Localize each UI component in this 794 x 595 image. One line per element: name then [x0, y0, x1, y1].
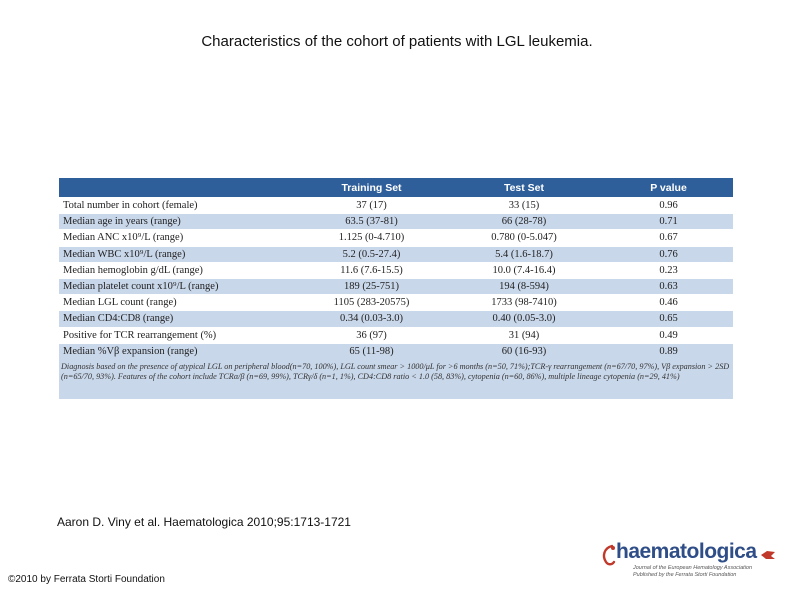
- p-value: 0.71: [604, 213, 733, 230]
- row-label: Median age in years (range): [59, 213, 299, 230]
- table-row: Median LGL count (range) 1105 (283-20575…: [59, 294, 733, 311]
- p-value: 0.76: [604, 245, 733, 263]
- test-value: 33 (15): [444, 196, 604, 214]
- logo-tagline: Journal of the European Hematology Assoc…: [633, 565, 753, 571]
- training-value: 63.5 (37-81): [299, 213, 444, 230]
- training-value: 1.125 (0-4.710): [299, 229, 444, 247]
- slide-title: Characteristics of the cohort of patient…: [201, 33, 593, 50]
- logo-mark-icon: [602, 544, 616, 566]
- training-value: 11.6 (7.6-15.5): [299, 261, 444, 279]
- training-value: 1105 (283-20575): [299, 294, 444, 311]
- training-value: 5.2 (0.5-27.4): [299, 245, 444, 263]
- test-value: 66 (28-78): [444, 213, 604, 230]
- table-footnote: Diagnosis based on the presence of atypi…: [59, 358, 733, 399]
- test-value: 31 (94): [444, 326, 604, 344]
- table-row: Median WBC x10⁹/L (range) 5.2 (0.5-27.4)…: [59, 245, 733, 263]
- table-row: Median age in years (range) 63.5 (37-81)…: [59, 213, 733, 230]
- header-p-value: P value: [604, 178, 733, 198]
- cohort-table-figure: Training Set Test Set P value Total numb…: [59, 178, 733, 399]
- p-value: 0.23: [604, 261, 733, 279]
- p-value: 0.63: [604, 277, 733, 295]
- copyright-notice: ©2010 by Ferrata Storti Foundation: [8, 574, 165, 585]
- logo-tagline-publisher: Published by the Ferrata Storti Foundati…: [633, 572, 737, 578]
- training-value: 0.34 (0.03-3.0): [299, 310, 444, 327]
- row-label: Median platelet count x10⁹/L (range): [59, 277, 299, 295]
- table-row: Median %Vβ expansion (range) 65 (11-98) …: [59, 342, 733, 359]
- row-label: Median ANC x10⁹/L (range): [59, 229, 299, 247]
- row-label: Median LGL count (range): [59, 294, 299, 311]
- test-value: 0.780 (0-5.047): [444, 229, 604, 247]
- test-value: 10.0 (7.4-16.4): [444, 261, 604, 279]
- flag-emblem-icon: [761, 551, 775, 559]
- logo-wordmark: haematologica: [616, 540, 757, 563]
- training-value: 37 (17): [299, 196, 444, 214]
- table-row: Median hemoglobin g/dL (range) 11.6 (7.6…: [59, 261, 733, 279]
- table-header-row: Training Set Test Set P value: [59, 178, 733, 198]
- row-label: Median %Vβ expansion (range): [59, 342, 299, 359]
- haematologica-logo: haematologica Journal of the European He…: [600, 540, 780, 580]
- test-value: 60 (16-93): [444, 342, 604, 359]
- header-blank: [59, 178, 299, 198]
- row-label: Median WBC x10⁹/L (range): [59, 245, 299, 263]
- test-value: 5.4 (1.6-18.7): [444, 245, 604, 263]
- test-value: 0.40 (0.05-3.0): [444, 310, 604, 327]
- test-value: 1733 (98-7410): [444, 294, 604, 311]
- table-row: Median platelet count x10⁹/L (range) 189…: [59, 277, 733, 295]
- table-row: Positive for TCR rearrangement (%) 36 (9…: [59, 326, 733, 344]
- table-row: Median ANC x10⁹/L (range) 1.125 (0-4.710…: [59, 229, 733, 247]
- citation: Aaron D. Viny et al. Haematologica 2010;…: [57, 515, 351, 529]
- p-value: 0.65: [604, 310, 733, 327]
- training-value: 65 (11-98): [299, 342, 444, 359]
- row-label: Total number in cohort (female): [59, 196, 299, 214]
- cohort-table: Training Set Test Set P value Total numb…: [59, 178, 733, 359]
- row-label: Median CD4:CD8 (range): [59, 310, 299, 327]
- row-label: Median hemoglobin g/dL (range): [59, 261, 299, 279]
- p-value: 0.89: [604, 342, 733, 359]
- table-row: Total number in cohort (female) 37 (17) …: [59, 196, 733, 214]
- training-value: 36 (97): [299, 326, 444, 344]
- header-test-set: Test Set: [444, 178, 604, 198]
- test-value: 194 (8-594): [444, 277, 604, 295]
- p-value: 0.67: [604, 229, 733, 247]
- p-value: 0.49: [604, 326, 733, 344]
- table-row: Median CD4:CD8 (range) 0.34 (0.03-3.0) 0…: [59, 310, 733, 327]
- p-value: 0.96: [604, 196, 733, 214]
- row-label: Positive for TCR rearrangement (%): [59, 326, 299, 344]
- training-value: 189 (25-751): [299, 277, 444, 295]
- p-value: 0.46: [604, 294, 733, 311]
- header-training-set: Training Set: [299, 178, 444, 198]
